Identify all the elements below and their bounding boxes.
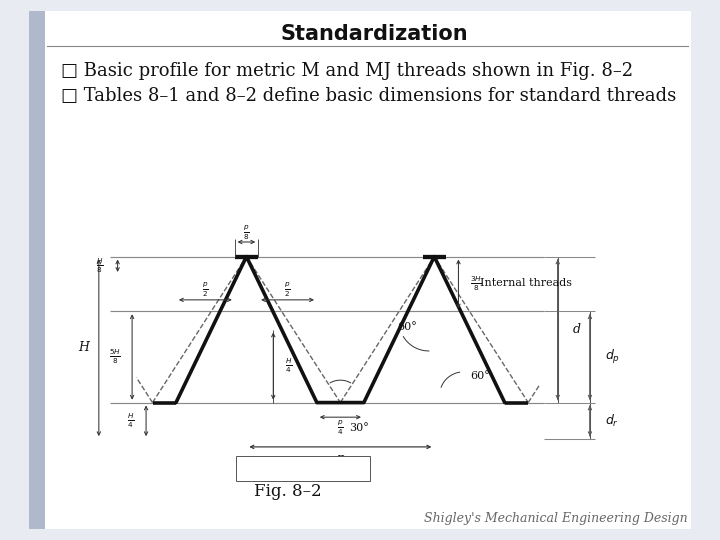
Text: $\frac{H}{4}$: $\frac{H}{4}$ (127, 411, 134, 430)
Text: □ Tables 8–1 and 8–2 define basic dimensions for standard threads: □ Tables 8–1 and 8–2 define basic dimens… (61, 87, 677, 105)
Text: 60°: 60° (397, 322, 418, 332)
Text: $d_p$: $d_p$ (605, 348, 620, 366)
Text: $\frac{H}{4}$: $\frac{H}{4}$ (285, 357, 292, 375)
Text: External threads: External threads (256, 464, 350, 474)
Text: External threads: External threads (256, 460, 350, 470)
Text: H: H (78, 341, 89, 354)
Text: 30°: 30° (349, 423, 369, 433)
Text: Standardization: Standardization (281, 24, 468, 44)
Text: Fig. 8–2: Fig. 8–2 (254, 483, 322, 500)
Text: $\frac{3H}{8}$: $\frac{3H}{8}$ (470, 275, 482, 293)
Text: $\frac{p}{2}$: $\frac{p}{2}$ (284, 280, 291, 299)
Text: Shigley's Mechanical Engineering Design: Shigley's Mechanical Engineering Design (424, 512, 688, 525)
Text: $\frac{p}{4}$: $\frac{p}{4}$ (337, 418, 343, 437)
Text: $\frac{H}{8}$: $\frac{H}{8}$ (96, 256, 104, 275)
Text: 60°: 60° (470, 372, 490, 381)
Text: $\frac{p}{8}$: $\frac{p}{8}$ (243, 224, 250, 242)
FancyBboxPatch shape (235, 456, 370, 481)
Text: $d_r$: $d_r$ (605, 413, 619, 429)
Text: d: d (573, 323, 581, 336)
Text: $\frac{5H}{8}$: $\frac{5H}{8}$ (109, 348, 120, 366)
Text: $\frac{p}{2}$: $\frac{p}{2}$ (202, 280, 209, 299)
Text: □ Basic profile for metric M and MJ threads shown in Fig. 8–2: □ Basic profile for metric M and MJ thre… (61, 62, 634, 80)
Text: p: p (336, 452, 344, 465)
Text: Internal threads: Internal threads (480, 278, 572, 288)
FancyBboxPatch shape (29, 11, 691, 529)
Bar (29, 11, 45, 529)
